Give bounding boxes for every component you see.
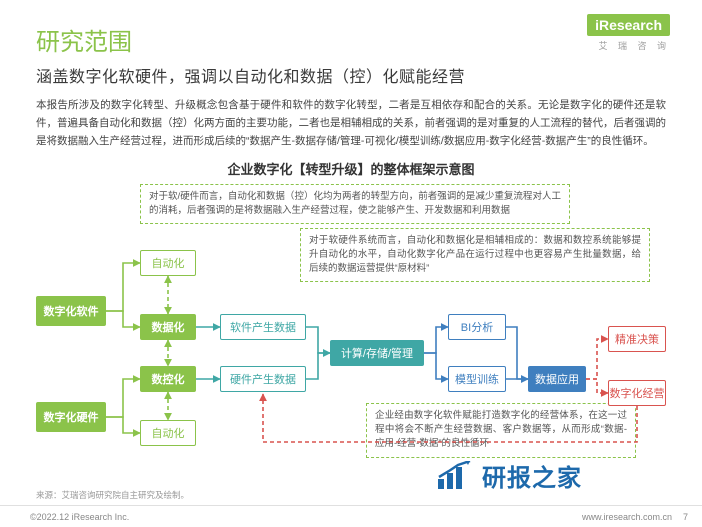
logo-text: Research bbox=[599, 17, 662, 33]
body-paragraph: 本报告所涉及的数字化转型、升级概念包含基于硬件和软件的数字化转型，二者是互相依存… bbox=[36, 97, 666, 151]
node-dataapp: 数据应用 bbox=[528, 366, 586, 392]
slide-page: iResearch 艾 瑞 咨 询 研究范围 涵盖数字化软硬件，强调以自动化和数… bbox=[0, 0, 702, 527]
footer-bar: ©2022.12 iResearch Inc. www.iresearch.co… bbox=[0, 505, 702, 527]
node-model: 模型训练 bbox=[448, 366, 506, 392]
watermark-chart-icon bbox=[436, 461, 476, 491]
node-digops: 数字化经营 bbox=[608, 380, 666, 406]
diagram-title: 企业数字化【转型升级】的整体框架示意图 bbox=[36, 159, 666, 178]
brand-logo: iResearch 艾 瑞 咨 询 bbox=[587, 14, 670, 52]
node-bi: BI分析 bbox=[448, 314, 506, 340]
diagram-title-pre: 企业数字化 bbox=[227, 162, 292, 177]
footer-copyright: ©2022.12 iResearch Inc. bbox=[30, 512, 129, 522]
diagram-canvas: 对于软/硬件而言，自动化和数据（控）化均为两者的转型方向，前者强调的是减少重复流… bbox=[36, 184, 666, 464]
node-auto2: 自动化 bbox=[140, 420, 196, 446]
footer-page-number: 7 bbox=[683, 512, 688, 522]
node-decision: 精准决策 bbox=[608, 326, 666, 352]
node-sw: 数字化软件 bbox=[36, 296, 106, 326]
node-hwdata: 硬件产生数据 bbox=[220, 366, 306, 392]
node-compute: 计算/存储/管理 bbox=[330, 340, 424, 366]
logo-badge: iResearch bbox=[587, 14, 670, 36]
page-title: 研究范围 bbox=[36, 22, 666, 57]
callout-bottom: 企业经由数字化软件赋能打造数字化的经营体系，在这一过程中将会不断产生经营数据、客… bbox=[366, 403, 636, 458]
watermark-text: 研报之家 bbox=[482, 458, 582, 493]
node-auto1: 自动化 bbox=[140, 250, 196, 276]
node-swdata: 软件产生数据 bbox=[220, 314, 306, 340]
logo-subtext: 艾 瑞 咨 询 bbox=[587, 39, 670, 52]
source-citation: 来源：艾瑞咨询研究院自主研究及绘制。 bbox=[36, 489, 189, 501]
node-datah: 数据化 bbox=[140, 314, 196, 340]
page-subtitle: 涵盖数字化软硬件，强调以自动化和数据（控）化赋能经营 bbox=[36, 63, 666, 87]
callout-mid: 对于软硬件系统而言，自动化和数据化是相辅相成的：数据和数控系统能够提升自动化的水… bbox=[300, 228, 650, 283]
node-hw: 数字化硬件 bbox=[36, 402, 106, 432]
callout-top: 对于软/硬件而言，自动化和数据（控）化均为两者的转型方向，前者强调的是减少重复流… bbox=[140, 184, 570, 225]
footer-url: www.iresearch.com.cn bbox=[582, 512, 672, 522]
diagram-title-em: 【转型升级】 bbox=[292, 162, 370, 177]
watermark: 研报之家 bbox=[436, 458, 582, 493]
diagram-title-post: 的整体框架示意图 bbox=[371, 162, 475, 177]
node-ctrl: 数控化 bbox=[140, 366, 196, 392]
